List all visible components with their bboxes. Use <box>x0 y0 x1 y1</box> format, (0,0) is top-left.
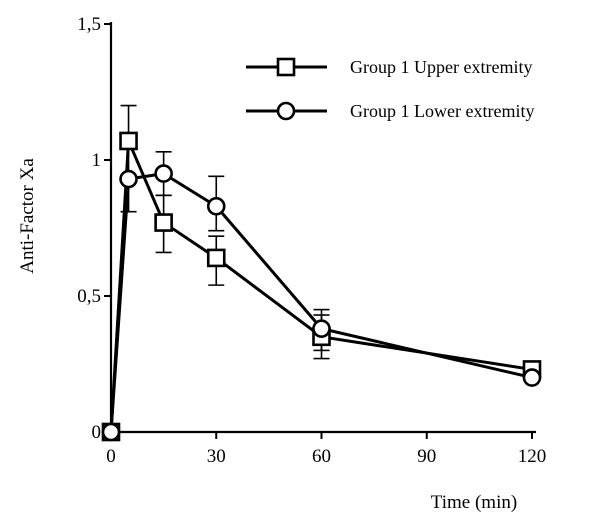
data-point-circle <box>101 422 121 442</box>
series-line-1 <box>109 139 533 433</box>
data-point-square <box>119 131 138 151</box>
y-tick-label: 1,5 <box>77 14 101 35</box>
x-tick-label: 30 <box>207 446 226 467</box>
y-tick-label: 1 <box>92 150 102 171</box>
legend: Group 1 Upper extremity Group 1 Lower ext… <box>246 57 534 121</box>
y-tick-label: 0 <box>92 422 102 443</box>
x-tick-label: 60 <box>312 446 331 467</box>
y-tick-label: 0,5 <box>77 286 101 307</box>
y-axis-label: Anti-Factor Xa <box>17 158 38 274</box>
x-tick-label: 0 <box>106 446 116 467</box>
data-point-square <box>206 248 226 268</box>
data-point-circle <box>312 319 331 338</box>
x-axis-label: Time (min) <box>431 492 517 513</box>
legend-marker-circle <box>276 101 296 121</box>
data-point-circle <box>119 169 138 189</box>
data-point-square <box>154 213 173 232</box>
data-point-circle <box>154 164 173 183</box>
legend-label: Group 1 Lower extremity <box>350 101 534 121</box>
x-tick-label: 120 <box>518 446 547 467</box>
plot-area <box>101 104 542 442</box>
data-point-circle <box>522 368 542 387</box>
legend-label: Group 1 Upper extremity <box>350 57 532 77</box>
data-point-circle <box>206 196 226 216</box>
series-line-2 <box>109 172 533 433</box>
tick-group: 0 30 60 90 120 0 0,5 1 1,5 <box>77 14 546 467</box>
legend-marker-square <box>276 57 296 77</box>
x-tick-label: 90 <box>417 446 436 467</box>
axes <box>109 22 536 434</box>
